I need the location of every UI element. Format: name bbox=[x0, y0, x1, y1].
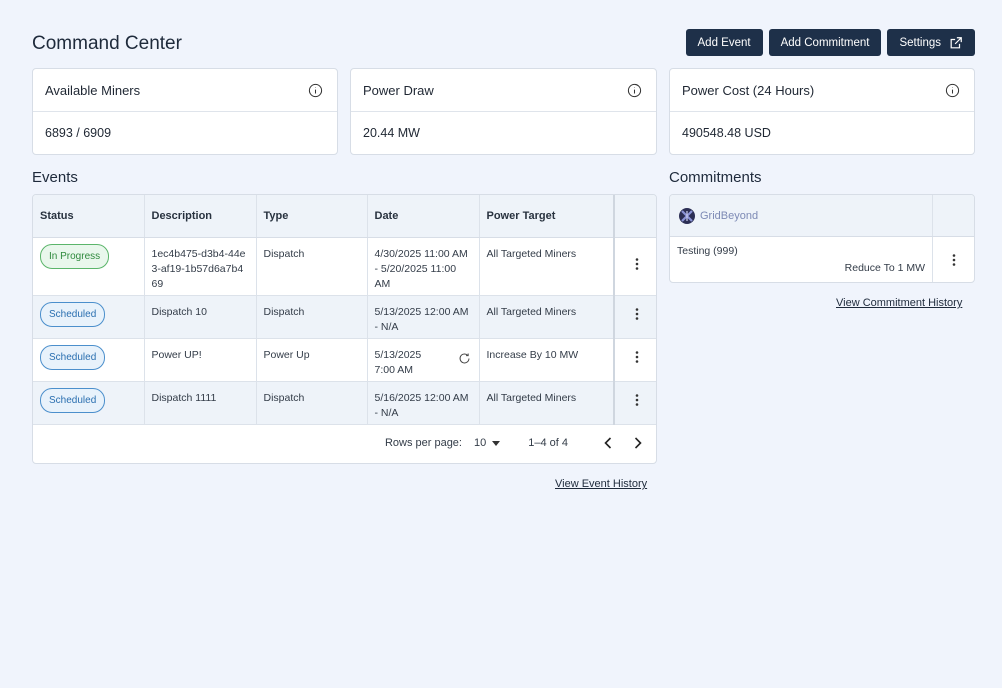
commitments-panel: GridBeyond Testing (999) Reduce To 1 MW bbox=[669, 194, 975, 283]
column-header-description[interactable]: Description bbox=[144, 195, 257, 238]
metric-value: 6893 / 6909 bbox=[45, 126, 112, 140]
metric-card-available-miners: Available Miners 6893 / 6909 bbox=[32, 68, 338, 155]
commitment-action: Reduce To 1 MW bbox=[844, 262, 925, 274]
column-header-status[interactable]: Status bbox=[33, 195, 145, 238]
event-power-target: All Targeted Miners bbox=[479, 381, 615, 425]
table-row[interactable]: Scheduled Dispatch 10 Dispatch 5/13/2025… bbox=[33, 295, 656, 339]
column-header-date[interactable]: Date bbox=[367, 195, 480, 238]
table-row[interactable]: In Progress 1ec4b475-d3b4-44e3-af19-1b57… bbox=[33, 237, 656, 296]
status-badge: Scheduled bbox=[40, 301, 106, 327]
info-icon[interactable] bbox=[945, 83, 960, 98]
rows-per-page-label: Rows per page: bbox=[384, 437, 462, 449]
event-date: 5/16/2025 12:00 AM - N/A bbox=[367, 381, 480, 425]
recurring-icon[interactable] bbox=[458, 352, 471, 365]
view-commitment-history-link[interactable]: View Commitment History bbox=[836, 297, 963, 309]
event-type: Dispatch bbox=[256, 237, 368, 296]
more-vert-icon[interactable] bbox=[632, 349, 642, 365]
event-type: Dispatch bbox=[256, 381, 368, 425]
metric-card-power-cost: Power Cost (24 Hours) 490548.48 USD bbox=[669, 68, 975, 155]
rows-per-page-value: 10 bbox=[473, 437, 487, 449]
event-date: 4/30/2025 11:00 AM - 5/20/2025 11:00 AM bbox=[367, 237, 480, 296]
events-table-panel: Status Description Type Date Power Targe… bbox=[32, 194, 657, 464]
metric-value: 490548.48 USD bbox=[682, 126, 771, 140]
status-badge: Scheduled bbox=[40, 344, 106, 370]
info-icon[interactable] bbox=[308, 83, 323, 98]
status-badge: Scheduled bbox=[40, 387, 106, 413]
top-actions: Add Event Add Commitment Settings bbox=[685, 29, 975, 56]
more-vert-icon[interactable] bbox=[632, 256, 642, 272]
column-header-power-target[interactable]: Power Target bbox=[479, 195, 615, 238]
prev-page-button[interactable] bbox=[598, 433, 618, 453]
event-description: Dispatch 10 bbox=[144, 295, 257, 339]
rows-per-page-select[interactable]: 10 bbox=[473, 437, 501, 449]
settings-button-label: Settings bbox=[899, 36, 941, 49]
column-header-type[interactable]: Type bbox=[256, 195, 368, 238]
external-link-icon bbox=[950, 36, 962, 48]
info-icon[interactable] bbox=[627, 83, 642, 98]
pagination: Rows per page: 10 1–4 of 4 bbox=[33, 423, 656, 463]
add-commitment-button[interactable]: Add Commitment bbox=[768, 29, 882, 56]
caret-down-icon bbox=[492, 440, 501, 446]
event-power-target: All Targeted Miners bbox=[479, 237, 615, 296]
event-date: 5/13/2025 7:00 AM bbox=[374, 348, 422, 376]
provider-name: GridBeyond bbox=[700, 209, 759, 222]
add-event-button[interactable]: Add Event bbox=[685, 29, 763, 56]
commitments-title: Commitments bbox=[669, 169, 762, 186]
event-description: Dispatch 1111 bbox=[144, 381, 257, 425]
more-vert-icon[interactable] bbox=[949, 252, 959, 268]
metric-label: Available Miners bbox=[45, 82, 141, 98]
event-description: Power UP! bbox=[144, 338, 257, 382]
event-power-target: Increase By 10 MW bbox=[479, 338, 615, 382]
metric-label: Power Draw bbox=[363, 82, 434, 98]
settings-button[interactable]: Settings bbox=[887, 29, 975, 56]
event-type: Dispatch bbox=[256, 295, 368, 339]
view-event-history-link[interactable]: View Event History bbox=[555, 478, 648, 490]
event-description: 1ec4b475-d3b4-44e3-af19-1b57d6a7b469 bbox=[144, 237, 257, 296]
metric-label: Power Cost (24 Hours) bbox=[682, 82, 815, 98]
event-power-target: All Targeted Miners bbox=[479, 295, 615, 339]
more-vert-icon[interactable] bbox=[632, 392, 642, 408]
events-table: Status Description Type Date Power Targe… bbox=[33, 195, 656, 425]
events-title: Events bbox=[32, 169, 78, 186]
table-row[interactable]: Scheduled Dispatch 1111 Dispatch 5/16/20… bbox=[33, 381, 656, 425]
commitments-actions-header bbox=[933, 195, 974, 236]
pagination-range: 1–4 of 4 bbox=[528, 437, 568, 449]
chevron-left-icon bbox=[604, 437, 612, 449]
next-page-button[interactable] bbox=[628, 433, 648, 453]
column-header-actions bbox=[613, 195, 656, 238]
more-vert-icon[interactable] bbox=[632, 306, 642, 322]
gridbeyond-logo-icon bbox=[679, 207, 695, 224]
metric-value: 20.44 MW bbox=[363, 126, 420, 140]
table-row[interactable]: Scheduled Power UP! Power Up 5/13/2025 7… bbox=[33, 338, 656, 382]
event-type: Power Up bbox=[256, 338, 368, 382]
chevron-right-icon bbox=[634, 437, 642, 449]
metric-card-power-draw: Power Draw 20.44 MW bbox=[350, 68, 657, 155]
status-badge: In Progress bbox=[40, 243, 110, 269]
commitment-row[interactable]: Testing (999) Reduce To 1 MW bbox=[670, 237, 974, 282]
commitment-name: Testing (999) bbox=[677, 245, 738, 257]
commitments-header: GridBeyond bbox=[670, 195, 974, 237]
page-title: Command Center bbox=[32, 33, 182, 54]
event-date: 5/13/2025 12:00 AM - N/A bbox=[367, 295, 480, 339]
provider-logo: GridBeyond bbox=[670, 195, 933, 236]
